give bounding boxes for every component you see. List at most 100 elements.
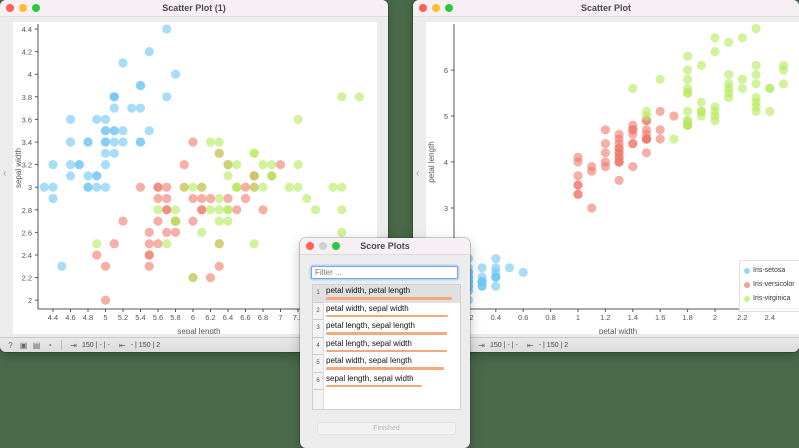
data-point[interactable] [778,79,789,89]
data-point[interactable] [641,148,652,158]
data-point[interactable] [92,250,102,260]
data-point[interactable] [144,261,154,271]
data-point[interactable] [223,193,233,204]
data-point[interactable] [92,114,102,124]
data-point[interactable] [641,106,652,116]
data-point[interactable] [710,102,720,112]
data-point[interactable] [109,92,119,102]
data-point[interactable] [737,33,747,43]
data-point[interactable] [100,182,111,192]
data-point[interactable] [504,263,515,273]
data-point[interactable] [249,182,259,192]
data-point[interactable] [214,205,224,215]
show-controls-arrow-icon[interactable]: ‹ [416,168,420,179]
data-point[interactable] [135,182,146,192]
data-point[interactable] [751,93,761,103]
data-point[interactable] [65,160,76,170]
close-button[interactable] [419,4,427,12]
data-point[interactable] [197,227,207,237]
data-point[interactable] [223,205,233,215]
data-point[interactable] [214,261,224,271]
data-point[interactable] [127,103,137,113]
data-point[interactable] [48,193,58,204]
data-point[interactable] [477,277,487,287]
list-item[interactable]: 1 petal width, petal length [313,285,460,303]
data-point[interactable] [223,171,233,181]
data-point[interactable] [83,171,93,181]
data-point[interactable] [737,83,747,93]
data-point[interactable] [232,182,242,192]
data-point[interactable] [573,180,583,190]
data-point[interactable] [683,65,693,75]
data-point[interactable] [162,24,172,34]
data-point[interactable] [214,216,224,226]
data-point[interactable] [655,74,665,84]
list-item[interactable]: 6 sepal length, sepal width [313,373,460,390]
data-point[interactable] [153,239,163,249]
zoom-button[interactable] [32,4,40,12]
close-button[interactable] [306,242,314,250]
data-point[interactable] [310,205,321,215]
data-point[interactable] [628,120,638,130]
data-point[interactable] [491,272,501,282]
data-point[interactable] [162,239,172,249]
zoom-button[interactable] [445,4,453,12]
data-point[interactable] [751,24,761,34]
data-point[interactable] [477,263,487,273]
data-point[interactable] [188,182,198,192]
list-item[interactable]: 4 petal length, sepal width [313,338,460,355]
ranked-projections-list[interactable]: 1 petal width, petal length 2 petal width, … [312,284,461,410]
data-point[interactable] [240,193,251,204]
data-point[interactable] [614,152,624,162]
data-point[interactable] [267,171,277,181]
data-point[interactable] [696,60,706,70]
data-point[interactable] [275,160,286,170]
data-point[interactable] [628,162,638,172]
data-point[interactable] [683,120,693,130]
data-point[interactable] [144,126,154,136]
points-group[interactable] [450,24,789,305]
data-point[interactable] [491,254,501,264]
data-point[interactable] [153,193,163,204]
data-point[interactable] [162,92,172,102]
data-point[interactable] [641,134,652,144]
data-point[interactable] [232,205,242,215]
data-point[interactable] [354,92,364,102]
data-point[interactable] [100,137,111,147]
data-point[interactable] [724,93,734,103]
data-point[interactable] [100,261,111,271]
list-item[interactable]: 3 petal length, sepal length [313,320,460,338]
data-point[interactable] [293,160,303,170]
data-point[interactable] [144,250,154,260]
data-point[interactable] [293,114,303,124]
data-point[interactable] [135,80,146,91]
data-point[interactable] [669,134,679,144]
data-point[interactable] [249,171,259,181]
data-point[interactable] [696,97,706,107]
data-point[interactable] [655,125,665,135]
data-point[interactable] [48,160,58,170]
visual-settings-icon[interactable]: ◔ [47,340,52,350]
data-point[interactable] [491,281,501,291]
minimize-button[interactable] [432,4,440,12]
data-point[interactable] [249,148,259,158]
data-point[interactable] [669,111,679,121]
data-point[interactable] [100,295,111,305]
data-point[interactable] [162,205,172,215]
data-point[interactable] [232,160,242,170]
data-point[interactable] [197,182,207,192]
scatter-plot-canvas[interactable]: 0.20.40.60.811.21.41.61.822.22.43456peta… [426,22,799,336]
data-point[interactable] [223,216,233,226]
data-point[interactable] [92,171,102,181]
data-point[interactable] [267,160,277,170]
data-point[interactable] [170,216,181,226]
data-point[interactable] [778,60,789,70]
data-point[interactable] [600,157,610,167]
data-point[interactable] [337,92,347,102]
data-point[interactable] [258,205,268,215]
data-point[interactable] [683,106,693,116]
data-point[interactable] [39,182,49,192]
data-point[interactable] [614,175,624,185]
data-point[interactable] [92,239,102,249]
data-point[interactable] [92,182,102,192]
